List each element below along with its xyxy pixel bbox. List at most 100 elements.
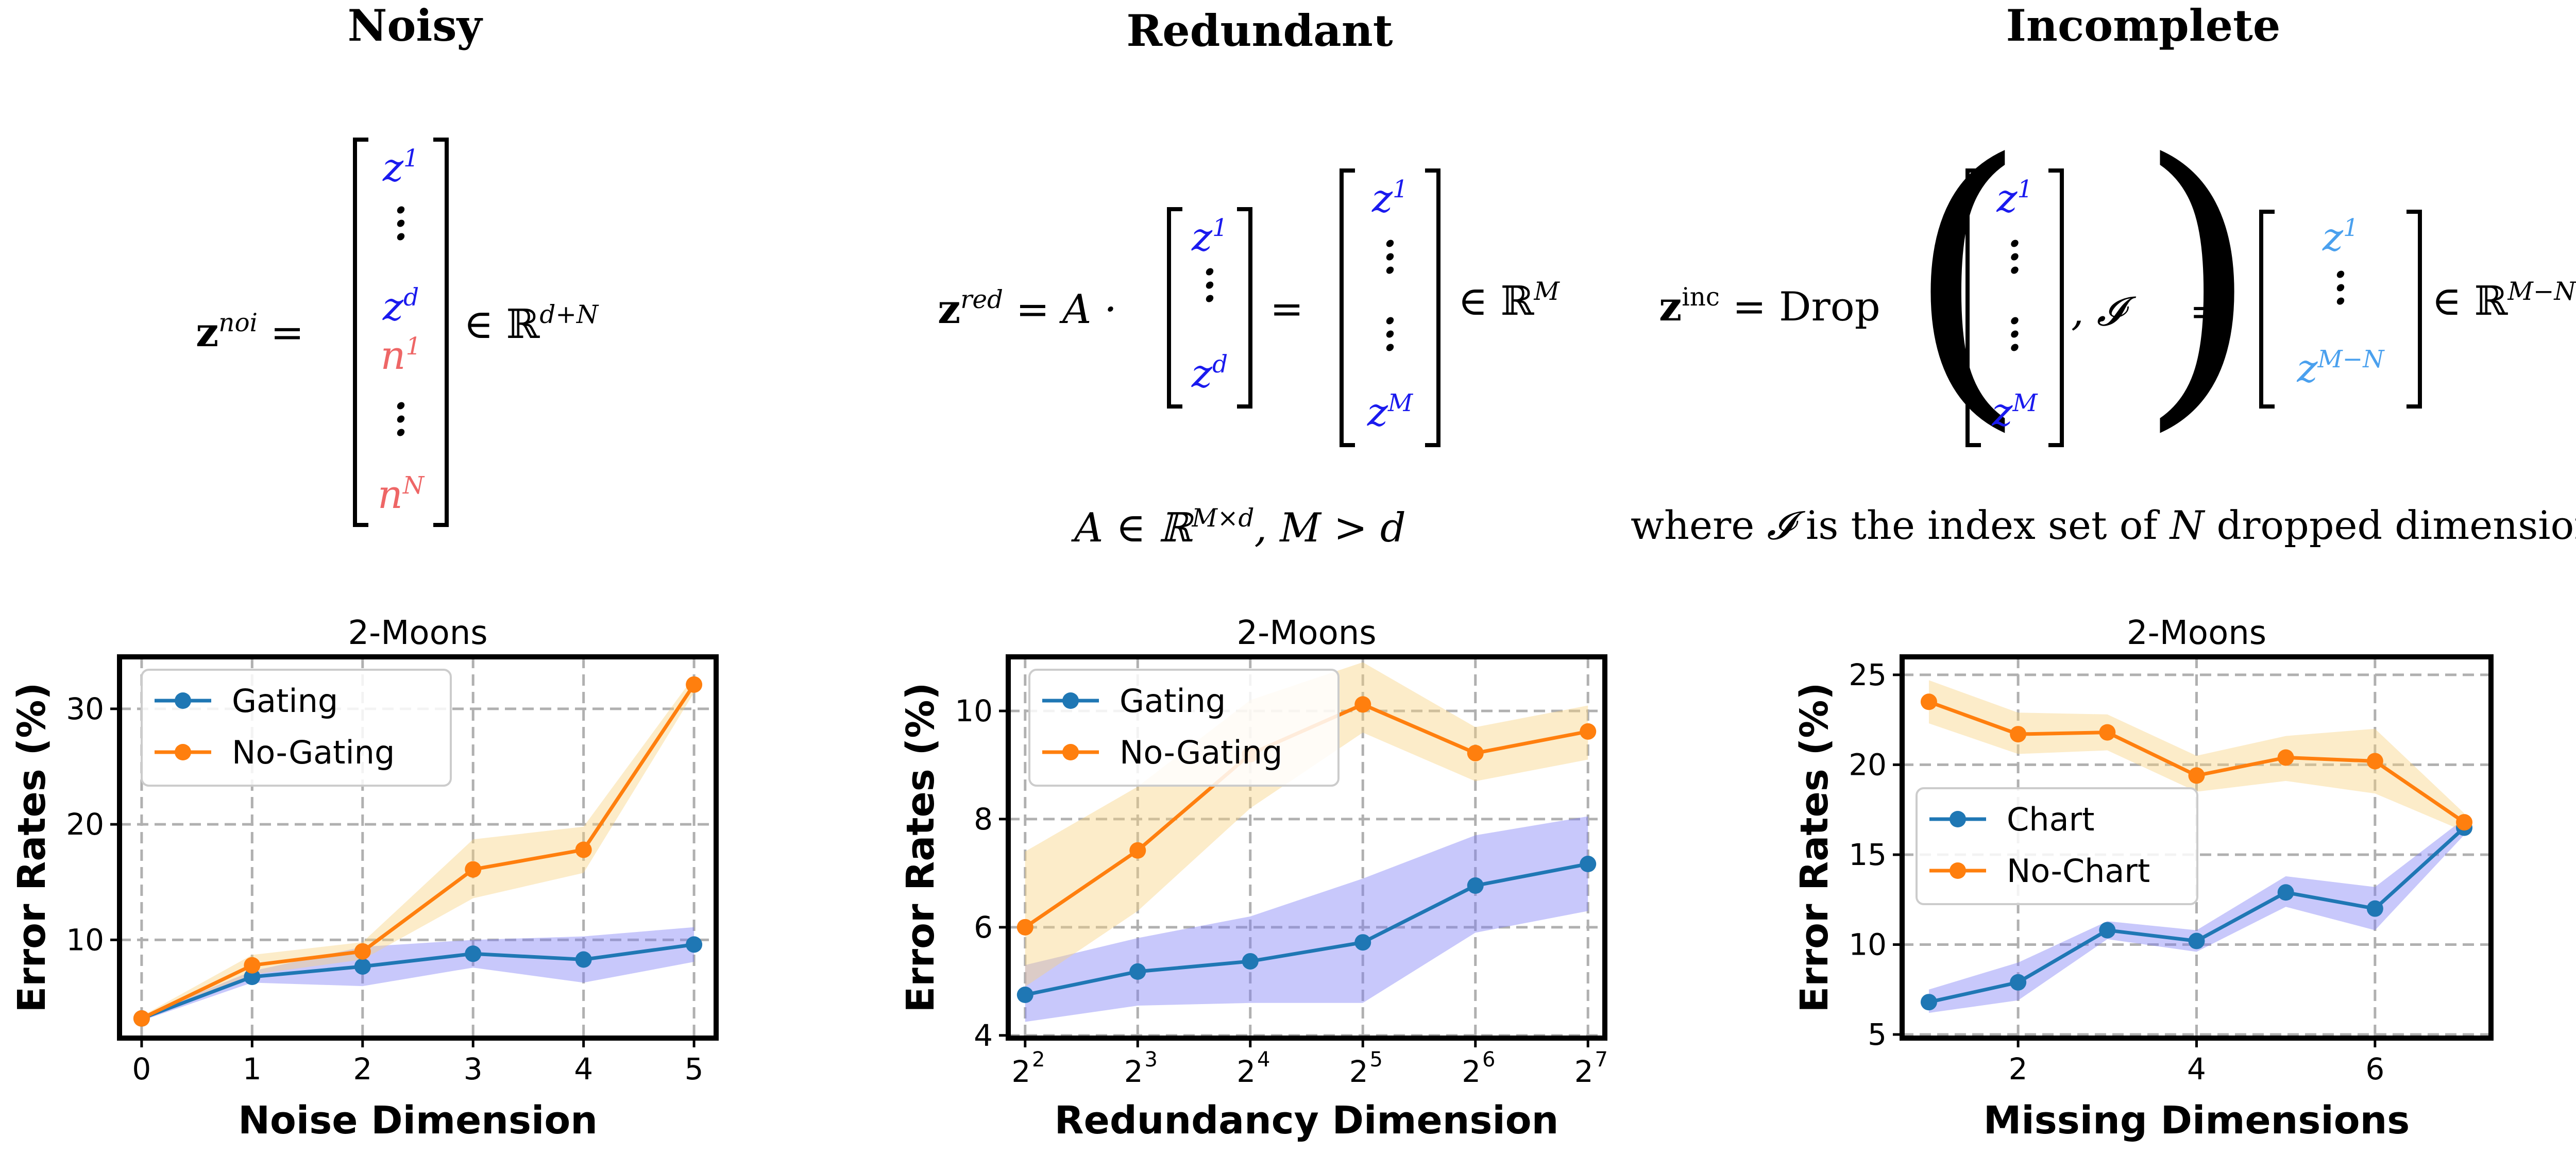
y-tick-label: 15 (1849, 837, 1887, 872)
incomplete-output-vector: z1 · · · zM−N (2259, 210, 2422, 409)
incomplete-input-vector: z1 · · · · · · zM (1965, 168, 2064, 447)
legend-label: Chart (2007, 801, 2094, 838)
x-tick-exponent: 7 (1595, 1048, 1608, 1072)
data-point-no-chart (2099, 724, 2116, 741)
y-tick-label: 20 (66, 807, 104, 842)
x-tick-label: 5 (685, 1051, 704, 1087)
x-tick-label: 2 (1011, 1054, 1030, 1089)
data-point-chart (2099, 922, 2116, 939)
legend-box (1028, 669, 1340, 787)
x-tick-label: 2 (1236, 1054, 1256, 1089)
data-point-no-chart (2456, 814, 2473, 831)
legend-marker (1950, 862, 1966, 879)
legend-label: No-Gating (1120, 734, 1282, 771)
y-axis-label: Error Rates (%) (899, 683, 943, 1013)
title-incomplete: Incomplete (2006, 0, 2281, 51)
x-tick-exponent: 4 (1257, 1048, 1270, 1072)
series-line-gating (141, 942, 694, 1021)
x-tick-label: 2 (353, 1051, 372, 1087)
data-point-no-gating (1467, 744, 1484, 761)
data-point-gating (244, 969, 261, 986)
data-point-no-gating (133, 1010, 150, 1027)
plot-frame (1006, 654, 1607, 1041)
y-tick-label: 30 (66, 691, 104, 726)
data-point-no-gating (1129, 842, 1146, 859)
data-point-chart (1920, 994, 1937, 1011)
legend-marker (1062, 744, 1079, 760)
data-point-gating (1016, 987, 1033, 1004)
data-point-chart (2277, 884, 2294, 901)
data-point-no-gating (1354, 696, 1371, 713)
legend-marker (175, 744, 191, 760)
data-point-chart (2010, 974, 2027, 991)
data-point-gating (1467, 877, 1484, 894)
x-tick-label: 0 (132, 1051, 151, 1087)
y-tick-label: 4 (974, 1018, 993, 1053)
x-axis-label: Missing Dimensions (1984, 1098, 2410, 1143)
confidence-band-chart (1928, 819, 2465, 1013)
redundant-input-vector: z1 · · · zd (1167, 207, 1252, 409)
data-point-no-chart (2366, 753, 2383, 770)
x-axis-label: Redundancy Dimension (1055, 1098, 1559, 1143)
data-point-no-gating (244, 957, 261, 974)
legend-box (1916, 787, 2198, 905)
data-point-chart (2188, 932, 2205, 949)
x-tick-label: 2 (2009, 1051, 2028, 1087)
data-point-no-gating (1016, 919, 1033, 936)
chart-missing: 2-Moons 2 4 6 5 10 15 20 25 Missing Dimensions Err… (1792, 614, 2494, 1143)
incomplete-note: where 𝓘 is the index set of N dropped di… (1631, 502, 2576, 548)
incomplete-space: ∈ ℝM−N (2432, 277, 2576, 325)
data-point-no-gating (575, 841, 592, 858)
data-point-chart (2366, 900, 2383, 917)
title-redundant: Redundant (1126, 5, 1393, 56)
data-point-gating (354, 958, 371, 975)
x-tick-exponent: 5 (1370, 1048, 1383, 1072)
legend-marker (1062, 692, 1079, 709)
incomplete-right-paren: ) (2138, 98, 2259, 458)
legend-marker (1950, 811, 1966, 827)
data-point-gating (1354, 934, 1371, 951)
data-point-no-chart (1920, 693, 1937, 710)
data-point-no-chart (2010, 726, 2027, 743)
redundant-output-vector: z1 · · · · · · zM (1340, 168, 1440, 447)
x-tick-label: 4 (2187, 1051, 2206, 1087)
legend-label: No-Gating (232, 734, 395, 771)
confidence-band-no-gating (1025, 662, 1588, 987)
legend-label: Gating (232, 682, 338, 720)
data-point-gating (1580, 856, 1597, 873)
data-point-no-gating (1580, 723, 1597, 740)
x-tick-label: 2 (1124, 1054, 1143, 1089)
series-line-no-gating (141, 683, 696, 1021)
noisy-lhs: znoi = (196, 308, 304, 356)
data-point-no-gating (465, 861, 482, 878)
data-point-gating (1129, 963, 1146, 980)
y-axis-label: Error Rates (%) (10, 683, 54, 1013)
noisy-vector: z1 · · · zd n1 · · · nN (353, 138, 449, 527)
data-point-no-gating (686, 676, 703, 693)
redundant-space: ∈ ℝM (1458, 277, 1560, 325)
x-tick-label: 2 (1349, 1054, 1368, 1089)
y-tick-label: 6 (974, 910, 993, 945)
title-noisy: Noisy (347, 0, 482, 51)
noisy-space: ∈ ℝd+N (464, 300, 599, 348)
incomplete-index-set: , 𝓘 (2071, 288, 2124, 335)
y-tick-label: 25 (1849, 657, 1887, 692)
redundant-equals: = (1270, 286, 1304, 332)
y-tick-label: 5 (1868, 1017, 1887, 1052)
incomplete-equals: = (2190, 288, 2224, 335)
confidence-band-no-chart (1928, 680, 2465, 831)
x-tick-label: 2 (1574, 1054, 1594, 1089)
series-line-gating (1025, 862, 1588, 997)
x-tick-exponent: 3 (1145, 1048, 1158, 1072)
data-point-no-chart (2277, 749, 2294, 766)
y-tick-label: 10 (955, 693, 993, 728)
plot-frame (117, 654, 719, 1041)
y-tick-label: 10 (1849, 927, 1887, 962)
y-tick-label: 10 (66, 922, 104, 957)
legend-label: No-Chart (2007, 852, 2150, 890)
x-tick-label: 1 (243, 1051, 262, 1087)
confidence-band-gating (141, 927, 694, 1021)
x-axis-label: Noise Dimension (238, 1098, 598, 1143)
data-point-gating (686, 936, 703, 953)
